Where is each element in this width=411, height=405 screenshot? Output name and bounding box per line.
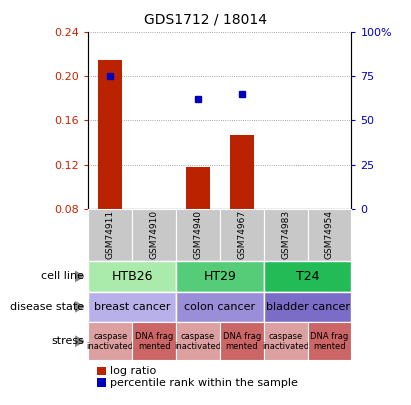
Text: cell line: cell line	[41, 271, 84, 281]
Text: DNA frag
mented: DNA frag mented	[135, 332, 173, 351]
Text: HT29: HT29	[203, 270, 236, 283]
Text: log ratio: log ratio	[110, 366, 156, 376]
Text: disease state: disease state	[10, 302, 84, 312]
Text: DNA frag
mented: DNA frag mented	[223, 332, 261, 351]
Text: HTB26: HTB26	[111, 270, 153, 283]
Bar	[230, 135, 254, 209]
Text: stress: stress	[51, 336, 84, 346]
Text: GSM74940: GSM74940	[194, 211, 203, 259]
Bar	[98, 60, 122, 209]
Text: GSM74954: GSM74954	[325, 211, 334, 259]
Text: caspase
inactivated: caspase inactivated	[262, 332, 309, 351]
Text: GSM74983: GSM74983	[281, 210, 290, 260]
Polygon shape	[75, 271, 84, 281]
Text: colon cancer: colon cancer	[184, 302, 256, 312]
Polygon shape	[75, 336, 84, 346]
Text: percentile rank within the sample: percentile rank within the sample	[110, 378, 298, 388]
Text: GDS1712 / 18014: GDS1712 / 18014	[144, 12, 267, 26]
Text: breast cancer: breast cancer	[94, 302, 171, 312]
Text: caspase
inactivated: caspase inactivated	[87, 332, 134, 351]
Bar	[186, 167, 210, 209]
Text: GSM74911: GSM74911	[106, 210, 115, 260]
Text: caspase
inactivated: caspase inactivated	[174, 332, 222, 351]
Text: DNA frag
mented: DNA frag mented	[310, 332, 349, 351]
Text: bladder cancer: bladder cancer	[266, 302, 350, 312]
Text: T24: T24	[296, 270, 319, 283]
Polygon shape	[75, 302, 84, 312]
Text: GSM74910: GSM74910	[150, 210, 159, 260]
Text: GSM74967: GSM74967	[237, 210, 246, 260]
